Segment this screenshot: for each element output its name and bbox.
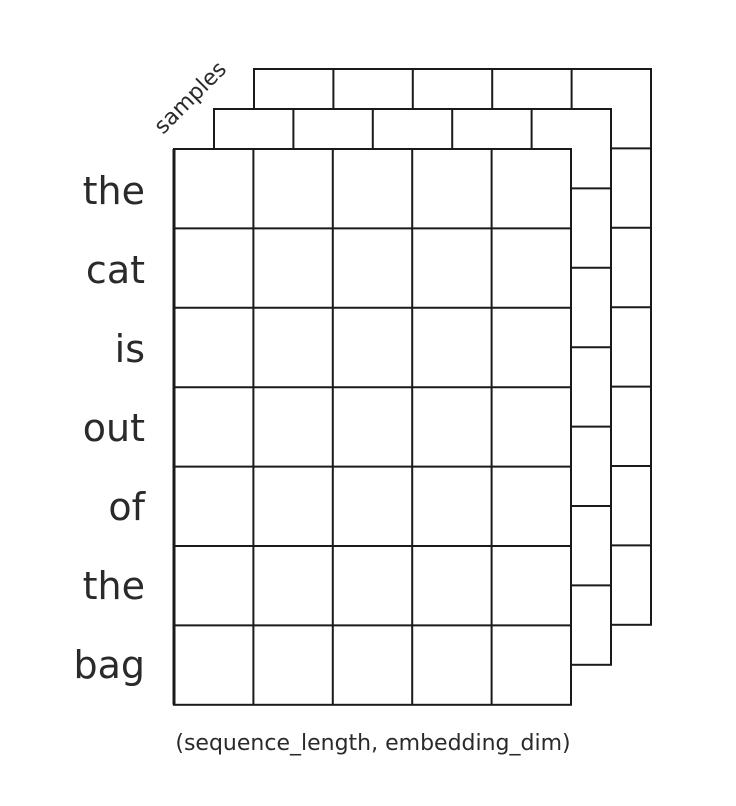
row-label: out: [83, 406, 145, 450]
row-label: is: [115, 327, 145, 371]
sheet-outline: [173, 148, 572, 706]
row-label: bag: [73, 643, 145, 687]
row-label: of: [108, 485, 146, 529]
sheet-front: [172, 148, 572, 706]
row-label: the: [83, 564, 145, 608]
row-label: the: [83, 169, 145, 213]
row-labels: the cat is out of the bag: [73, 169, 146, 687]
row-label: cat: [86, 248, 145, 292]
shape-caption: (sequence_length, embedding_dim): [175, 731, 570, 756]
